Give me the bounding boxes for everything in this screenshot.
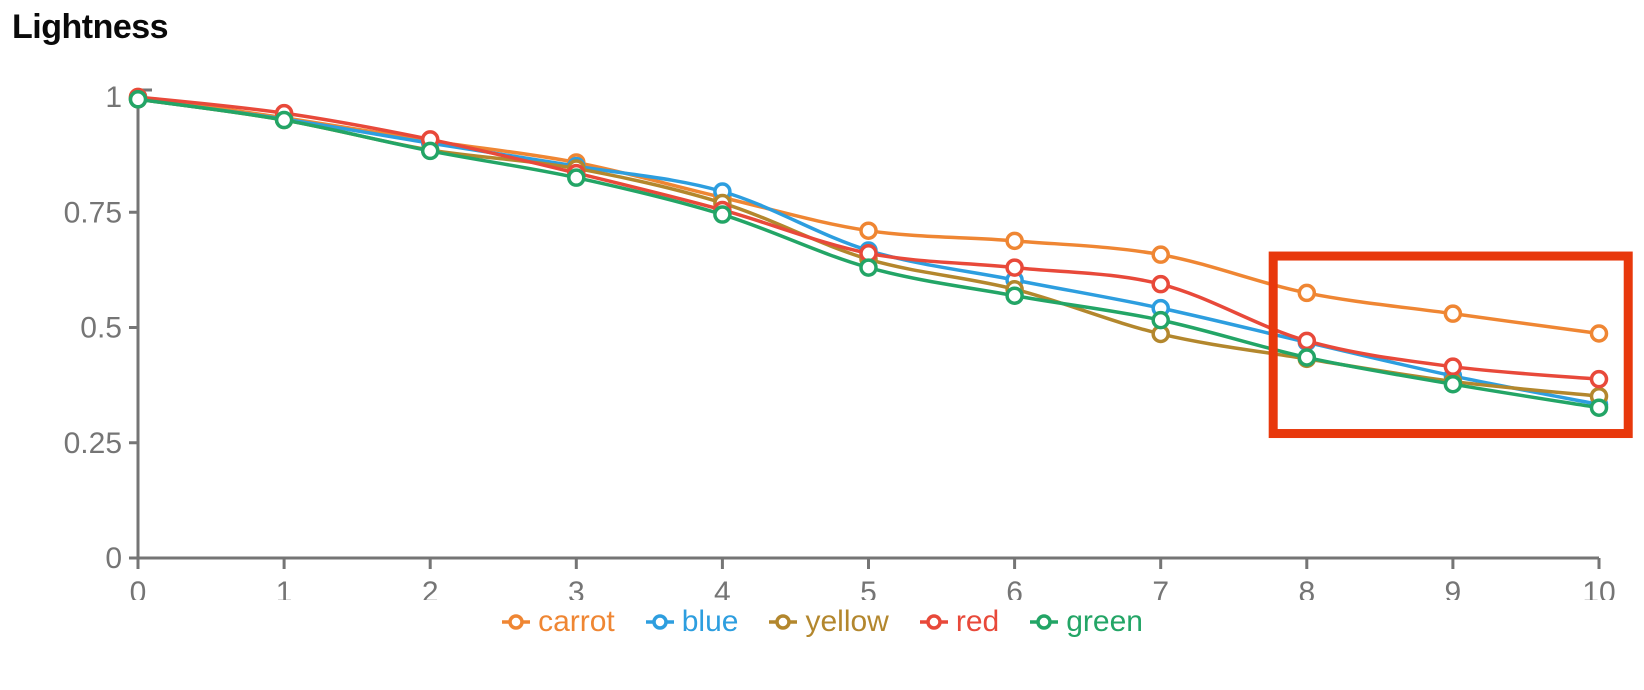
axis-domain: [136, 88, 1599, 560]
series-marker-green: [1151, 310, 1170, 330]
series-marker-green: [1005, 286, 1024, 305]
series-marker-carrot: [1297, 283, 1317, 303]
series-marker-red: [1151, 274, 1170, 294]
x-tick-label: 8: [1298, 576, 1315, 600]
series-marker-red: [1005, 258, 1024, 277]
y-tick-label: 0: [105, 542, 122, 575]
legend-marker-icon: [502, 614, 531, 630]
series-marker-green: [1297, 348, 1317, 367]
x-tick-label: 2: [422, 576, 439, 600]
legend-marker-icon: [919, 614, 948, 630]
series-marker-red: [1297, 331, 1317, 351]
legend-label: red: [955, 605, 1000, 638]
series-marker-green: [713, 205, 732, 224]
y-tick-label: 0.5: [80, 312, 122, 345]
y-tick-label: 0.25: [64, 427, 122, 460]
legend-item-blue[interactable]: blue: [645, 605, 739, 638]
series-marker-carrot: [1005, 231, 1024, 251]
series-marker-carrot: [1589, 324, 1609, 343]
legend-label: green: [1066, 605, 1143, 638]
series-marker-carrot: [1443, 304, 1463, 323]
series-marker-green: [128, 90, 148, 109]
legend-item-green[interactable]: green: [1029, 607, 1143, 637]
series-marker-carrot: [859, 221, 878, 240]
x-tick-label: 4: [714, 576, 731, 600]
x-tick-label: 1: [276, 576, 293, 600]
annotation-rect: [1268, 251, 1633, 439]
legend-item-carrot[interactable]: carrot: [501, 607, 615, 637]
x-tick-label: 6: [1006, 576, 1023, 600]
legend-item-red[interactable]: red: [919, 607, 999, 637]
series-marker-green: [1443, 374, 1463, 394]
y-tick-label: 1: [105, 81, 122, 114]
series-marker-green: [859, 258, 878, 277]
series-marker-red: [1443, 357, 1463, 376]
chart-area: 0 0.25 0.5 0.75 1 0 1 2 3 4 5 6 7 8 9 10: [64, 81, 1633, 609]
series-marker-green: [420, 141, 440, 161]
x-tick-label: 0: [130, 576, 147, 600]
x-tick-label: 5: [860, 576, 877, 600]
chart-title: Lightness: [12, 8, 169, 46]
series-marker-green: [274, 110, 294, 130]
legend-marker-icon: [769, 614, 798, 630]
series-marker-carrot: [1151, 245, 1170, 264]
y-tick-label: 0.75: [64, 196, 122, 229]
series-marker-green: [567, 168, 586, 187]
legend: carrot blue yellow red green: [0, 598, 1644, 646]
legend-marker-icon: [645, 614, 674, 630]
x-tick-label: 9: [1445, 576, 1462, 600]
legend-item-yellow[interactable]: yellow: [768, 605, 889, 638]
legend-marker-icon: [1030, 614, 1059, 630]
x-tick-label: 3: [568, 576, 585, 600]
x-tick-label: 7: [1152, 576, 1169, 600]
x-tick-label: 10: [1582, 576, 1615, 600]
legend-label: blue: [681, 605, 739, 638]
series-marker-red: [1589, 369, 1609, 389]
legend-label: carrot: [538, 605, 615, 638]
series-marker-green: [1589, 398, 1609, 417]
legend-label: yellow: [805, 605, 889, 638]
